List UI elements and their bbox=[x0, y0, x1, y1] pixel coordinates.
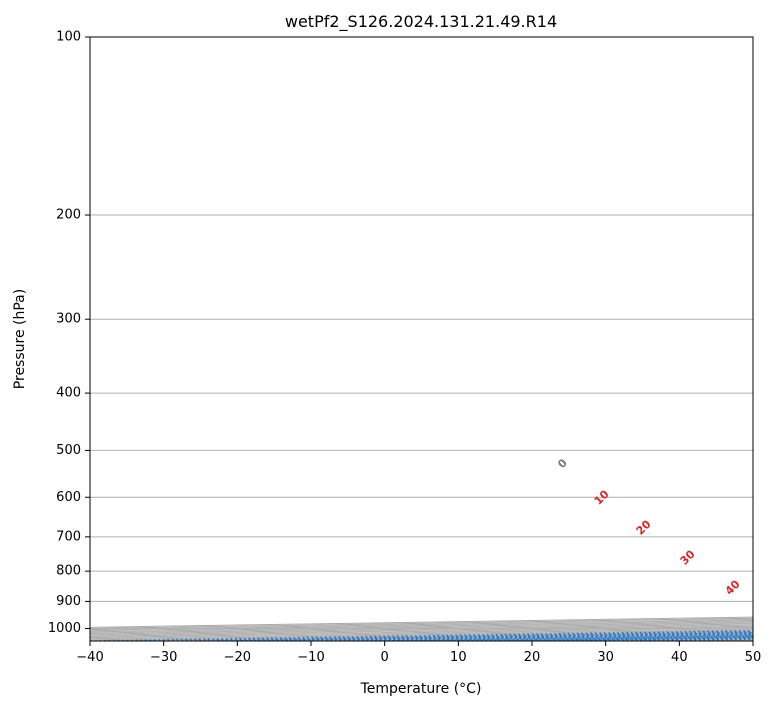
mixing-ratio-line bbox=[262, 632, 753, 641]
mixing-ratio-line bbox=[599, 637, 753, 641]
mixing-ratio-line bbox=[436, 635, 753, 641]
moist-adiabat bbox=[620, 638, 753, 641]
x-tick-label: 20 bbox=[524, 650, 541, 665]
y-tick-label: 500 bbox=[56, 443, 81, 458]
moist-adiabat bbox=[443, 635, 753, 641]
isotherm bbox=[531, 637, 753, 641]
mixing-ratio-line bbox=[394, 634, 753, 641]
plot-frame bbox=[89, 36, 754, 642]
x-tick-label: 30 bbox=[597, 650, 614, 665]
y-tick-label: 600 bbox=[56, 490, 81, 505]
moist-adiabat-label: 30 bbox=[678, 547, 698, 567]
mixing-ratio-line bbox=[522, 636, 753, 641]
x-tick-label: −20 bbox=[224, 650, 251, 665]
isotherm bbox=[90, 624, 753, 636]
y-tick-label: 100 bbox=[56, 30, 81, 45]
moist-adiabat bbox=[325, 633, 753, 641]
isotherm bbox=[310, 633, 753, 641]
moist-adiabat bbox=[384, 634, 753, 641]
isotherm bbox=[237, 632, 753, 641]
dry-adiabat-label: 0 bbox=[555, 456, 570, 471]
y-tick-label: 800 bbox=[56, 564, 81, 579]
moist-adiabat bbox=[414, 635, 753, 641]
x-axis-label: Temperature (°C) bbox=[360, 681, 482, 697]
mixing-ratio-line bbox=[185, 631, 753, 641]
moist-adiabat bbox=[649, 638, 753, 641]
moist-adiabat bbox=[561, 637, 753, 641]
isotherm bbox=[90, 618, 753, 631]
y-tick-label: 1000 bbox=[48, 621, 81, 636]
mixing-ratio-line bbox=[622, 638, 753, 641]
chart-title: wetPf2_S126.2024.131.21.49.R14 bbox=[285, 12, 557, 32]
y-axis-label: Pressure (hPa) bbox=[12, 289, 28, 389]
moist-adiabat bbox=[355, 634, 753, 641]
y-tick-label: 900 bbox=[56, 594, 81, 609]
x-tick-label: 10 bbox=[450, 650, 467, 665]
y-tick-label: 400 bbox=[56, 386, 81, 401]
moist-adiabat bbox=[590, 637, 753, 641]
isotherm bbox=[90, 625, 753, 637]
x-tick-label: −10 bbox=[297, 650, 324, 665]
moist-adiabat bbox=[266, 632, 753, 641]
isotherm bbox=[90, 617, 753, 629]
moist-adiabat bbox=[296, 633, 753, 641]
isotherm bbox=[90, 622, 753, 634]
moist-adiabat bbox=[531, 637, 753, 641]
dry-adiabat bbox=[412, 635, 753, 641]
mixing-ratio-line bbox=[492, 636, 753, 641]
moist-adiabat bbox=[237, 632, 753, 641]
moist-adiabat bbox=[679, 639, 753, 641]
isotherm bbox=[90, 616, 753, 628]
dry-adiabat bbox=[711, 639, 753, 641]
mixing-ratio-line bbox=[90, 629, 753, 641]
background-lines bbox=[90, 37, 753, 641]
x-tick-label: −40 bbox=[76, 650, 103, 665]
dry-adiabat bbox=[487, 636, 753, 641]
isotherm bbox=[90, 620, 753, 632]
isotherm bbox=[679, 639, 753, 641]
isotherm bbox=[90, 623, 753, 635]
mixing-ratio-line bbox=[467, 635, 753, 641]
mixing-ratio-line bbox=[365, 634, 753, 641]
mixing-ratio-line bbox=[645, 638, 753, 641]
y-tick-label: 300 bbox=[56, 312, 81, 327]
isotherm bbox=[90, 630, 753, 641]
mixing-ratio-line bbox=[326, 633, 753, 641]
mixing-ratio-line bbox=[572, 637, 753, 641]
isotherm bbox=[384, 634, 753, 641]
x-tick-label: 0 bbox=[381, 650, 389, 665]
x-tick-label: 40 bbox=[671, 650, 688, 665]
mixing-ratio-line bbox=[546, 637, 753, 641]
axis-ticks: −40 −30 −20 −10 0 10 20 30 40 5010020030040050060… bbox=[48, 30, 761, 666]
isotherm bbox=[752, 640, 753, 641]
dry-adiabat bbox=[562, 637, 753, 641]
moist-adiabat bbox=[502, 636, 753, 641]
isotherm bbox=[90, 629, 753, 641]
isotherm bbox=[90, 626, 753, 639]
mixing-ratio-line bbox=[218, 632, 753, 641]
x-tick-label: −30 bbox=[150, 650, 177, 665]
y-tick-label: 200 bbox=[56, 208, 81, 223]
isoline-labels: 0.10.20.40.611.52346810131620253036-100-… bbox=[555, 456, 743, 598]
moist-adiabat-label: 20 bbox=[634, 517, 654, 537]
dry-adiabat bbox=[636, 638, 753, 641]
moist-adiabat bbox=[473, 636, 753, 641]
isotherm bbox=[163, 631, 753, 641]
dry-adiabat bbox=[338, 633, 753, 641]
mixing-ratio-line bbox=[299, 633, 753, 641]
moist-adiabat bbox=[708, 639, 753, 641]
isotherm bbox=[90, 627, 753, 640]
isotherm bbox=[90, 621, 753, 633]
dry-adiabat bbox=[263, 632, 753, 641]
y-tick-label: 700 bbox=[56, 529, 81, 544]
mixing-ratio-line bbox=[131, 630, 753, 641]
reference-curve bbox=[104, 630, 753, 641]
x-tick-label: 50 bbox=[745, 650, 762, 665]
moist-adiabat-label: 10 bbox=[592, 487, 612, 507]
moist-adiabat-label: 40 bbox=[723, 577, 743, 597]
isotherm bbox=[458, 635, 753, 641]
